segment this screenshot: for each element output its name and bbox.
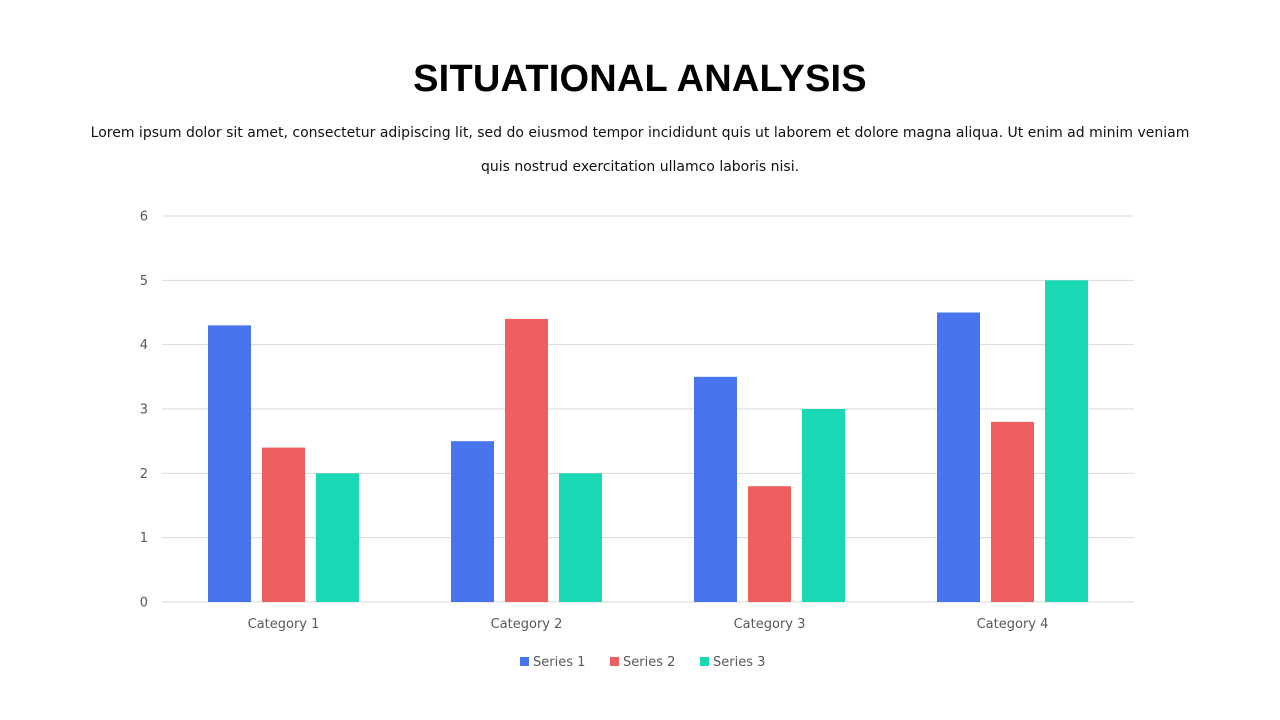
bar-series-2-category-1 (262, 447, 305, 602)
bar-series-1-category-3 (694, 376, 737, 602)
bar-series-2-category-2 (505, 318, 548, 602)
slide-subtitle: Lorem ipsum dolor sit amet, consectetur … (90, 125, 1190, 175)
x-tick-label: Category 2 (491, 617, 563, 632)
bar-series-1-category-4 (937, 312, 980, 602)
y-tick-label: 4 (140, 338, 148, 353)
legend-label-series-3: Series 3 (713, 655, 765, 670)
y-tick-label: 2 (140, 467, 148, 482)
bar-series-2-category-4 (991, 421, 1034, 602)
slide-title: SITUATIONAL ANALYSIS (413, 58, 867, 100)
legend: Series 1 Series 2 Series 3 (520, 655, 765, 670)
bar-series-3-category-2 (559, 473, 602, 602)
legend-label-series-2: Series 2 (623, 655, 675, 670)
x-axis-ticks: Category 1 Category 2 Category 3 Category 4 (248, 617, 1049, 632)
x-tick-label: Category 1 (248, 617, 320, 632)
y-tick-label: 6 (140, 210, 148, 225)
y-tick-label: 1 (140, 531, 148, 546)
y-tick-label: 5 (140, 274, 148, 289)
bars (208, 280, 1088, 602)
y-axis-ticks: 0 1 2 3 4 5 6 (140, 210, 148, 611)
bar-series-1-category-2 (451, 441, 494, 602)
legend-swatch-series-2 (610, 657, 619, 666)
bar-series-3-category-3 (802, 409, 845, 602)
x-tick-label: Category 3 (734, 617, 806, 632)
bar-series-3-category-4 (1045, 280, 1088, 602)
legend-label-series-1: Series 1 (533, 655, 585, 670)
bar-series-3-category-1 (316, 473, 359, 602)
y-tick-label: 3 (140, 403, 148, 418)
y-tick-label: 0 (140, 596, 148, 611)
legend-swatch-series-3 (700, 657, 709, 666)
gridlines (162, 215, 1134, 603)
bar-series-2-category-3 (748, 486, 791, 602)
bar-series-1-category-1 (208, 325, 251, 602)
x-tick-label: Category 4 (977, 617, 1049, 632)
legend-swatch-series-1 (520, 657, 529, 666)
